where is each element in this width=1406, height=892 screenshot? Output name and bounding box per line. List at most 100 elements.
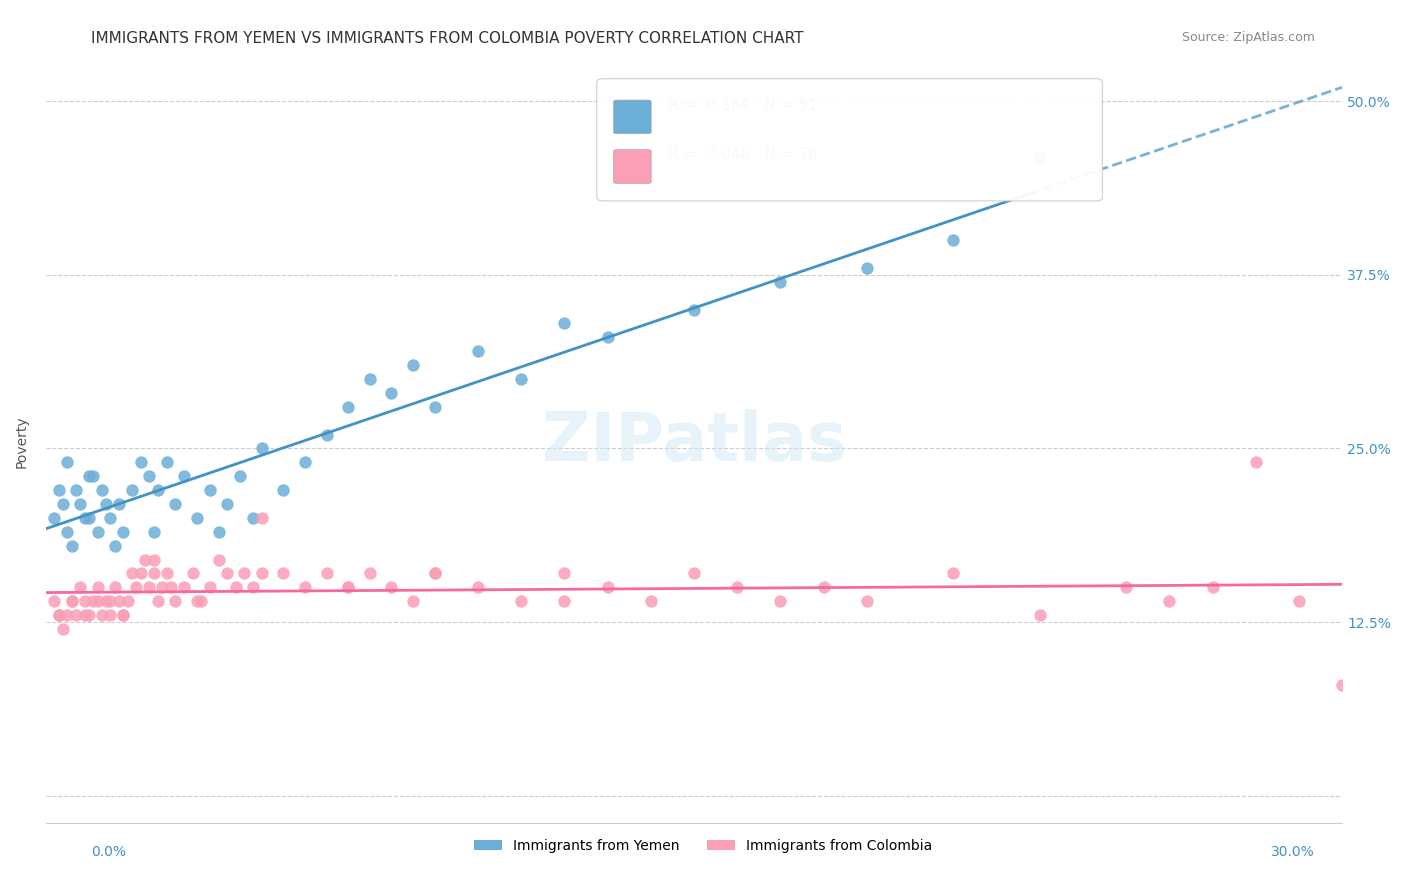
Point bbox=[359, 372, 381, 386]
Point bbox=[86, 524, 108, 539]
Point bbox=[337, 580, 360, 594]
Point bbox=[242, 580, 264, 594]
Point bbox=[769, 275, 792, 289]
Point bbox=[233, 566, 256, 581]
Point bbox=[250, 442, 273, 456]
Point bbox=[156, 455, 179, 469]
Point bbox=[359, 566, 381, 581]
Point bbox=[769, 594, 792, 608]
Point bbox=[1331, 677, 1354, 691]
Point bbox=[181, 566, 204, 581]
Point bbox=[60, 594, 83, 608]
Point bbox=[121, 566, 143, 581]
Point bbox=[77, 608, 100, 623]
Point bbox=[56, 608, 79, 623]
Point bbox=[294, 580, 316, 594]
Point bbox=[596, 580, 619, 594]
Point bbox=[942, 233, 965, 247]
Point bbox=[52, 622, 75, 636]
Point bbox=[112, 608, 135, 623]
Point bbox=[69, 497, 91, 511]
Point bbox=[242, 511, 264, 525]
Point bbox=[315, 427, 337, 442]
Point bbox=[104, 539, 127, 553]
Point bbox=[1288, 594, 1310, 608]
Point bbox=[156, 566, 179, 581]
Point bbox=[553, 566, 575, 581]
Point bbox=[100, 511, 122, 525]
Point bbox=[112, 524, 135, 539]
Point bbox=[86, 594, 108, 608]
Point bbox=[82, 594, 104, 608]
Point bbox=[129, 566, 152, 581]
FancyBboxPatch shape bbox=[613, 100, 651, 134]
Point bbox=[56, 455, 79, 469]
Point bbox=[337, 400, 360, 414]
Point bbox=[100, 594, 122, 608]
Point bbox=[250, 566, 273, 581]
Point bbox=[60, 539, 83, 553]
Point bbox=[186, 594, 208, 608]
Point bbox=[553, 594, 575, 608]
Point bbox=[596, 330, 619, 344]
Point bbox=[273, 483, 295, 497]
Point bbox=[186, 511, 208, 525]
Point bbox=[146, 594, 169, 608]
Point bbox=[65, 608, 87, 623]
Point bbox=[467, 344, 489, 359]
Point bbox=[198, 483, 221, 497]
Point bbox=[73, 511, 96, 525]
Point bbox=[856, 260, 879, 275]
Point bbox=[86, 580, 108, 594]
Point bbox=[165, 497, 187, 511]
Point bbox=[77, 469, 100, 483]
Point bbox=[273, 566, 295, 581]
Point bbox=[173, 580, 195, 594]
Text: 0.0%: 0.0% bbox=[91, 846, 127, 859]
Point bbox=[146, 483, 169, 497]
Point bbox=[1159, 594, 1181, 608]
Point bbox=[150, 580, 173, 594]
Point bbox=[683, 302, 706, 317]
Point bbox=[56, 524, 79, 539]
Point bbox=[190, 594, 212, 608]
Point bbox=[90, 483, 112, 497]
Point bbox=[138, 580, 160, 594]
Point bbox=[52, 497, 75, 511]
Point bbox=[108, 594, 131, 608]
Point bbox=[44, 511, 66, 525]
Text: R = -0.048   N = 78: R = -0.048 N = 78 bbox=[668, 147, 818, 162]
Point bbox=[510, 372, 533, 386]
Point bbox=[225, 580, 247, 594]
Point bbox=[423, 566, 446, 581]
Point bbox=[1244, 455, 1267, 469]
Point bbox=[813, 580, 835, 594]
Point bbox=[96, 594, 118, 608]
Point bbox=[48, 608, 70, 623]
Point bbox=[217, 497, 239, 511]
Point bbox=[1028, 608, 1050, 623]
Point bbox=[402, 358, 425, 372]
Y-axis label: Poverty: Poverty bbox=[15, 416, 30, 467]
FancyBboxPatch shape bbox=[613, 150, 651, 184]
Text: Source: ZipAtlas.com: Source: ZipAtlas.com bbox=[1181, 31, 1315, 45]
Point bbox=[73, 594, 96, 608]
Point bbox=[134, 552, 156, 566]
Point bbox=[217, 566, 239, 581]
Point bbox=[129, 455, 152, 469]
Point bbox=[553, 317, 575, 331]
Text: 30.0%: 30.0% bbox=[1271, 846, 1315, 859]
Point bbox=[294, 455, 316, 469]
Point bbox=[44, 594, 66, 608]
Point bbox=[60, 594, 83, 608]
Point bbox=[423, 400, 446, 414]
Point bbox=[96, 497, 118, 511]
Point bbox=[100, 608, 122, 623]
Point bbox=[1115, 580, 1137, 594]
Point bbox=[90, 608, 112, 623]
Point bbox=[82, 469, 104, 483]
Point bbox=[1028, 150, 1050, 164]
Text: R =  0.364   N = 51: R = 0.364 N = 51 bbox=[668, 98, 817, 112]
FancyBboxPatch shape bbox=[596, 78, 1102, 201]
Point bbox=[117, 594, 139, 608]
